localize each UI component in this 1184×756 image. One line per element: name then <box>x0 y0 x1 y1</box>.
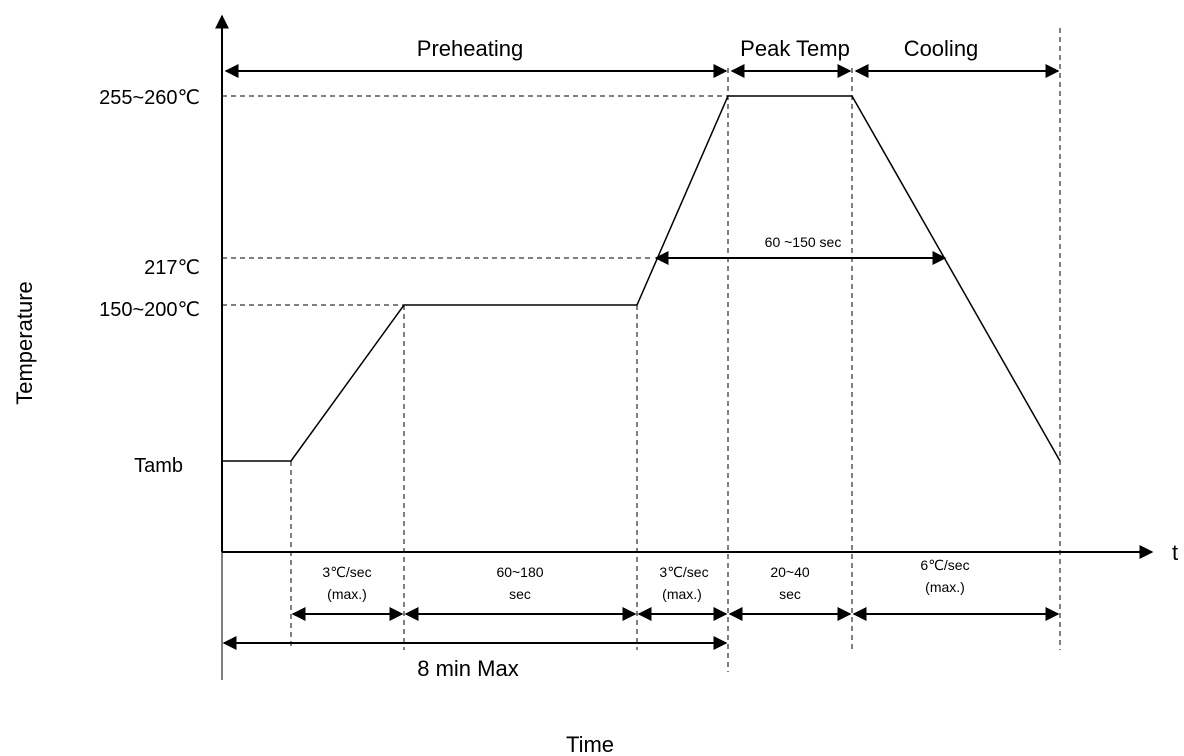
ramp-up-2-label-line1: 3℃/sec <box>659 564 708 580</box>
ramp-up-2-label-line2: (max.) <box>662 586 702 602</box>
ramp-down-label-line2: (max.) <box>925 579 965 595</box>
x-axis-end-label: t <box>1172 540 1178 565</box>
total-time-label: 8 min Max <box>417 656 518 681</box>
peak-time-label-line1: 20~40 <box>770 564 810 580</box>
temperature-profile-line <box>222 95 1061 462</box>
peak-level-label: 255~260℃ <box>99 87 200 109</box>
peak-time-label-line2: sec <box>779 586 801 602</box>
cooling-label: Cooling <box>904 36 979 61</box>
ramp-up-1-label-line1: 3℃/sec <box>322 564 371 580</box>
liquidus-level-label: 217℃ <box>144 257 200 279</box>
reference-lines <box>222 28 1061 672</box>
soak-level-label: 150~200℃ <box>99 299 200 321</box>
soak-time-label-line1: 60~180 <box>496 564 543 580</box>
y-axis-label: Temperature <box>12 281 37 405</box>
ramp-up-1-label-line2: (max.) <box>327 586 367 602</box>
peak-temp-label: Peak Temp <box>740 36 850 61</box>
ambient-level-label: Tamb <box>134 455 183 477</box>
ramp-down-label-line1: 6℃/sec <box>920 557 969 573</box>
above-liquidus-label: 60 ~150 sec <box>765 234 842 250</box>
preheating-label: Preheating <box>417 36 523 61</box>
x-axis-label: Time <box>566 732 614 756</box>
soak-time-label-line2: sec <box>509 586 531 602</box>
